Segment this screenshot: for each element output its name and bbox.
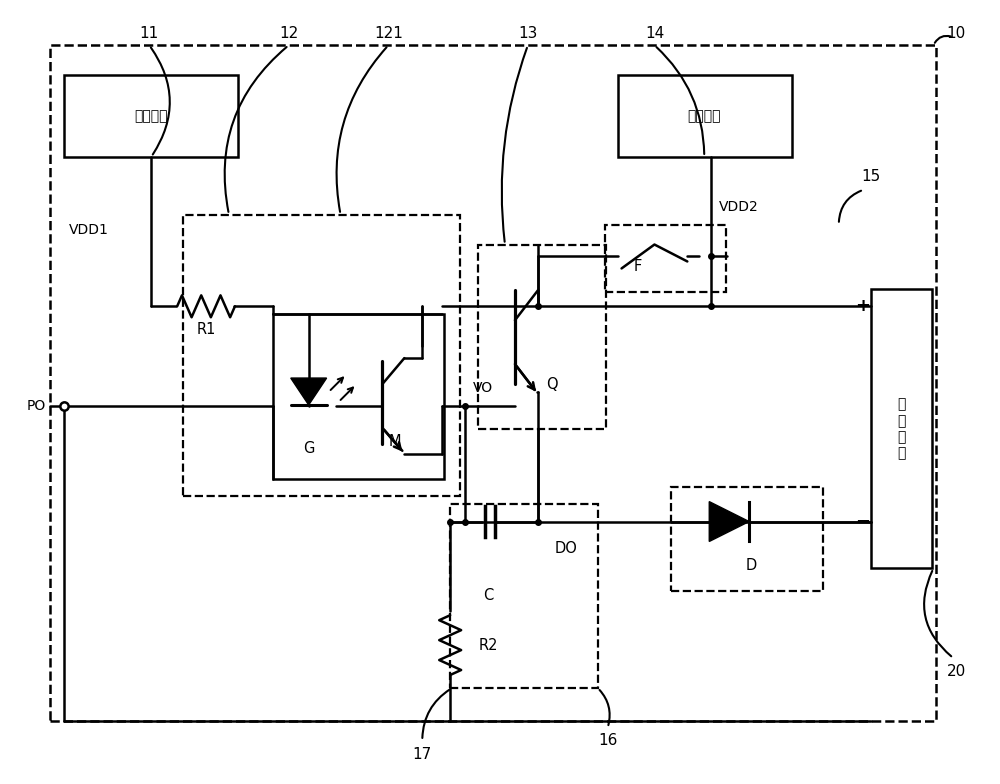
Text: D: D — [745, 558, 757, 573]
Text: R1: R1 — [196, 321, 216, 336]
Text: 13: 13 — [518, 26, 538, 41]
Text: DO: DO — [555, 541, 578, 556]
Bar — [605, 224, 726, 292]
Text: 外
部
设
备: 外 部 设 备 — [897, 397, 906, 460]
Text: 12: 12 — [279, 26, 298, 41]
Text: 14: 14 — [645, 26, 664, 41]
Bar — [618, 75, 792, 157]
Text: VDD2: VDD2 — [719, 200, 759, 214]
Text: 15: 15 — [861, 169, 880, 184]
Text: G: G — [303, 441, 314, 456]
Text: VO: VO — [473, 381, 493, 395]
Text: 第二电源: 第二电源 — [688, 109, 721, 123]
Text: 第一电源: 第一电源 — [134, 109, 168, 123]
Text: 10: 10 — [947, 26, 966, 41]
Bar — [671, 487, 823, 591]
Polygon shape — [291, 378, 327, 405]
Text: PO: PO — [26, 399, 46, 413]
Text: R2: R2 — [478, 637, 498, 652]
Bar — [50, 45, 936, 720]
Polygon shape — [709, 502, 749, 542]
Text: 20: 20 — [947, 663, 966, 678]
Bar — [450, 503, 598, 688]
Text: +: + — [855, 297, 870, 315]
Text: F: F — [633, 259, 642, 274]
Text: M: M — [389, 434, 402, 449]
Bar — [871, 289, 932, 568]
Text: −: − — [855, 513, 870, 531]
Text: 121: 121 — [374, 26, 403, 41]
Bar — [478, 245, 606, 429]
Text: 11: 11 — [140, 26, 159, 41]
Text: 17: 17 — [413, 747, 432, 762]
Text: VDD1: VDD1 — [69, 223, 108, 237]
Bar — [64, 75, 238, 157]
Bar — [183, 215, 460, 495]
Text: 16: 16 — [598, 733, 617, 748]
Text: Q: Q — [546, 376, 558, 391]
Text: C: C — [483, 588, 493, 603]
Bar — [273, 314, 444, 479]
